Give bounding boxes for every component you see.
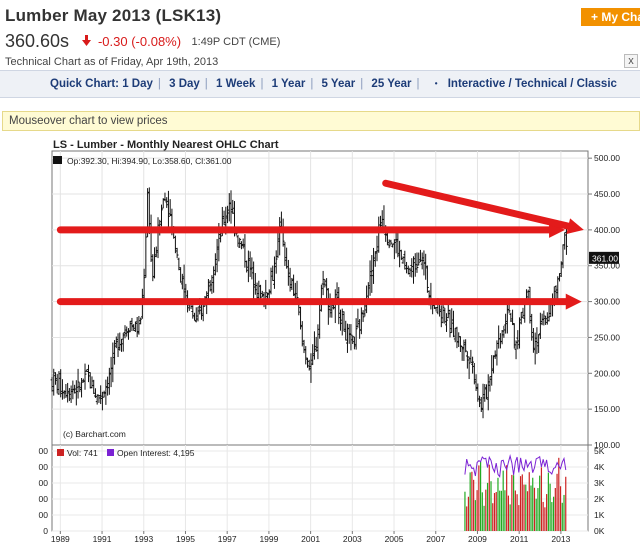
last-price-tag: 361.00 xyxy=(589,251,619,264)
technical-note: Technical Chart as of Friday, Apr 19th, … xyxy=(5,56,219,68)
volume-left-tick-label: 00 xyxy=(39,478,49,488)
volume-left-tick-label: 00 xyxy=(39,494,49,504)
downtrend-arrow-shaft xyxy=(382,179,572,230)
lower-horizontal-arrow xyxy=(56,293,582,310)
page-title: Lumber May 2013 (LSK13) xyxy=(5,6,222,25)
x-tick-label: 2001 xyxy=(301,534,320,544)
lower-horizontal-arrow-head xyxy=(565,293,582,310)
nav-item-5-year[interactable]: 5 Year xyxy=(321,78,356,90)
price-tick-label: 100.00 xyxy=(594,440,620,450)
chart-credit: (c) Barchart.com xyxy=(63,429,126,439)
mouseover-banner: Mouseover chart to view prices xyxy=(2,111,640,131)
quick-chart-nav: Quick Chart: 1 Day | 3 Day | 1 Week | 1 Yea… xyxy=(0,70,640,98)
last-price: 360.60s xyxy=(5,31,70,51)
downtrend-arrow xyxy=(382,179,584,235)
down-arrow-icon xyxy=(81,33,91,51)
nav-item-3-day[interactable]: 3 Day xyxy=(169,78,200,90)
x-tick-label: 1995 xyxy=(176,534,195,544)
nav-item-1-week[interactable]: 1 Week xyxy=(216,78,256,90)
ohlc-legend: Op:392.30, Hi:394.90, Lo:358.60, Cl:361.… xyxy=(67,156,232,166)
open-interest-line xyxy=(464,454,567,478)
my-chart-button[interactable]: + My Cha xyxy=(581,8,640,26)
volume-tick-label: 5K xyxy=(594,446,605,456)
last-price-box xyxy=(589,251,619,264)
volume-legend: Vol: 741 xyxy=(67,448,98,458)
close-icon[interactable]: x xyxy=(624,54,638,68)
volume-tick-label: 1K xyxy=(594,510,605,520)
price-change: -0.30 (-0.08%) xyxy=(97,34,182,49)
price-tick-label: 500.00 xyxy=(594,153,620,163)
price-tick-label: 250.00 xyxy=(594,332,620,342)
x-tick-label: 1997 xyxy=(218,534,237,544)
price-y-axis: 100.00 150.00 200.00 250.00 300.00 350.00 400.… xyxy=(588,153,620,450)
quick-chart-label: Quick Chart: xyxy=(50,78,120,90)
x-tick-label: 2007 xyxy=(426,534,445,544)
x-tick-label: 2011 xyxy=(510,534,529,544)
price-tick-label: 200.00 xyxy=(594,368,620,378)
nav-item-25-year[interactable]: 25 Year xyxy=(371,78,412,90)
volume-tick-label: 4K xyxy=(594,462,605,472)
price-tick-label: 400.00 xyxy=(594,225,620,235)
price-tick-label: 150.00 xyxy=(594,404,620,414)
volume-grid xyxy=(52,445,588,532)
nav-item-1-day[interactable]: 1 Day xyxy=(122,78,153,90)
price-tick-label: 350.00 xyxy=(594,261,620,271)
x-tick-label: 2009 xyxy=(468,534,487,544)
chart-title: LS - Lumber - Monthly Nearest OHLC Chart xyxy=(53,139,279,151)
volume-left-tick-label: 00 xyxy=(39,510,49,520)
legend-swatch-volume xyxy=(57,449,64,456)
bullet-icon: • xyxy=(434,79,438,88)
x-axis: 1989 1991 1993 1995 1997 1999 2001 2003 2005 2007… xyxy=(51,531,571,544)
quote-time: 1:49P CDT (CME) xyxy=(191,35,281,48)
volume-tick-label: 0K xyxy=(594,526,605,536)
x-tick-label: 2005 xyxy=(385,534,404,544)
price-panel xyxy=(51,150,589,446)
price-tick-label: 300.00 xyxy=(594,297,620,307)
volume-y-axis: 0K 0 1K 00 2K 00 3K 00 4K 00 5K 00 xyxy=(39,446,605,536)
price-tick-label: 450.00 xyxy=(594,189,620,199)
volume-bars xyxy=(464,457,567,531)
x-tick-label: 1989 xyxy=(51,534,70,544)
volume-panel xyxy=(51,444,589,532)
open-interest-legend: Open Interest: 4,195 xyxy=(117,448,195,458)
legend-swatch-ohlc xyxy=(53,156,62,164)
x-tick-label: 2003 xyxy=(343,534,362,544)
x-tick-label: 1993 xyxy=(134,534,153,544)
volume-left-tick-label: 00 xyxy=(39,446,49,456)
volume-tick-label: 2K xyxy=(594,494,605,504)
x-tick-label: 2013 xyxy=(551,534,570,544)
legend-swatch-open-interest xyxy=(107,449,114,456)
last-price-label: 361.00 xyxy=(592,253,618,263)
volume-left-tick-label: 0 xyxy=(43,526,48,536)
x-tick-label: 1991 xyxy=(93,534,112,544)
downtrend-arrow-head xyxy=(566,218,584,235)
volume-left-tick-label: 00 xyxy=(39,462,49,472)
volume-tick-label: 3K xyxy=(594,478,605,488)
chart-mode-links[interactable]: Interactive / Technical / Classic xyxy=(447,78,617,90)
nav-item-1-year[interactable]: 1 Year xyxy=(271,78,306,90)
x-tick-label: 1999 xyxy=(259,534,278,544)
price-row: 360.60s -0.30 (-0.08%) 1:49P CDT (CME) xyxy=(5,31,280,53)
annotation-arrows xyxy=(56,179,584,310)
